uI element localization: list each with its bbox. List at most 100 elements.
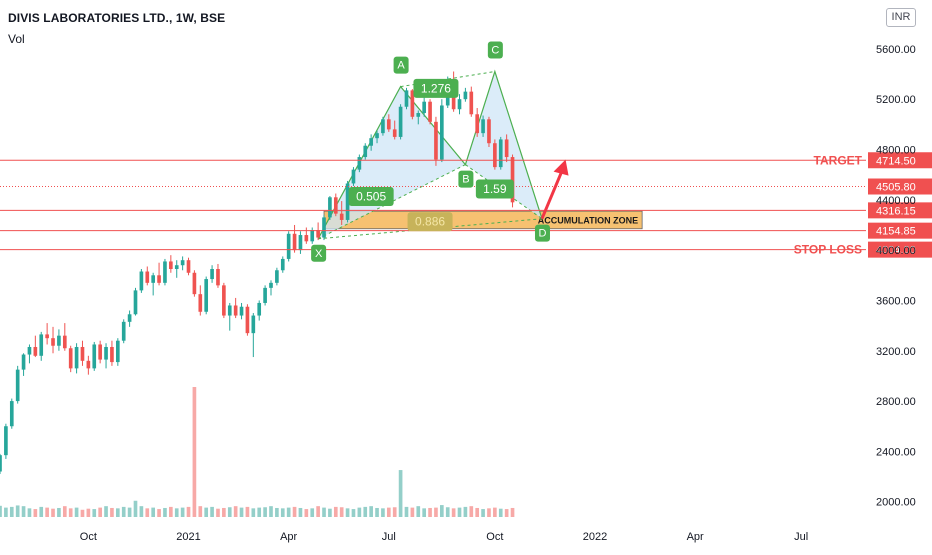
candle-body [180,260,185,266]
candle-body [9,401,14,427]
volume-bar [487,508,491,517]
volume-bar [239,507,244,517]
volume-bar [21,506,26,517]
pattern-labels: X A B C D 1.276 0.505 1.59 0.886 [311,41,550,262]
candle-body [392,129,397,137]
time-tick-label: Apr [687,531,704,543]
candle-body [275,270,279,283]
volume-bar [316,506,320,517]
volume-bar [216,508,220,517]
volume-bar [86,508,91,517]
volume-bar [233,506,238,517]
time-tick-label: Oct [486,531,503,543]
volume-bar [269,506,273,517]
pattern-ratio-line [400,71,495,88]
volume-bar [92,509,97,517]
volume-bar [504,509,509,517]
volume-indicator-label[interactable]: Vol [8,32,25,46]
volume-bar [440,505,444,517]
volume-bar [245,506,250,517]
volume-bar [410,507,415,517]
volume-bar [263,507,267,517]
volume-bar [39,506,44,517]
volume-bar [392,507,397,517]
candle-body [227,305,232,316]
pattern-point-label: B [462,174,469,186]
volume-bar [98,507,102,517]
volume-bar [145,508,150,517]
candle-body [404,90,409,107]
time-axis: Oct 2021 Apr Jul Oct 2022 Apr Jul [80,531,808,543]
candle-body [351,169,356,184]
candle-body [115,340,120,363]
ratio-label: 0.886 [415,215,445,229]
pattern-point-box [534,224,550,242]
candle-body [210,269,214,280]
volume-bar [210,506,214,517]
candle-body [481,119,485,134]
candle-body [357,157,362,170]
candle-body [322,217,326,238]
candle-body [510,157,515,203]
volume-bar [351,509,356,517]
ratio-box [407,212,453,232]
candle-body [45,334,49,339]
time-tick-label: Oct [80,531,97,543]
level-price-label: 4316.15 [876,205,916,217]
level-note: STOP LOSS [794,243,862,257]
candle-body [316,230,320,238]
candle-body [216,269,220,286]
candle-body [280,258,285,271]
volume-bar [416,506,421,517]
candle-body [304,235,309,242]
volume-bar [328,508,332,517]
volume-bar [157,509,161,517]
candle-body [428,101,432,122]
candle-body [21,354,26,370]
volume-bar [57,507,61,517]
ratio-box [475,179,514,199]
volume-bar [369,506,373,517]
ratio-label: 1.276 [421,81,451,95]
candle-body [263,287,267,303]
candle-body [381,119,385,134]
level-price-tag [868,202,932,219]
volume-bar [192,387,197,517]
volume-bar [121,506,126,517]
accumulation-zone-layer: ACCUMULATION ZONE [323,210,643,230]
volume-bar [345,508,350,517]
volume-bar [298,507,303,517]
candle-body [487,119,491,144]
candle-body [121,321,126,341]
volume-bar [481,509,485,517]
candle-body [498,139,503,168]
volume-bar [398,470,403,517]
pattern-point-box [393,56,409,74]
candle-body [204,279,209,312]
price-tick-label: 5600.00 [876,44,916,56]
volume-bar [74,507,79,517]
volume-bar [457,507,462,517]
candle-body [434,121,438,160]
volume-bar [227,507,232,517]
candle-body [363,145,368,158]
volume-bar [80,509,85,517]
volume-bar [186,506,191,517]
candle-body [139,271,144,291]
volume-bar [133,500,138,517]
candle-body [493,143,497,168]
volume-bar [280,508,285,517]
pattern-point-label: A [397,60,405,72]
currency-badge[interactable]: INR [886,8,916,27]
volume-bar [151,507,155,517]
volume-bar [139,506,144,517]
level-price-tag [868,241,932,258]
candle-body [410,90,415,117]
candle-body [469,91,474,115]
candle-body [398,106,403,137]
candle-body [92,344,97,369]
candle-body [463,91,468,100]
volume-bar [381,508,385,517]
